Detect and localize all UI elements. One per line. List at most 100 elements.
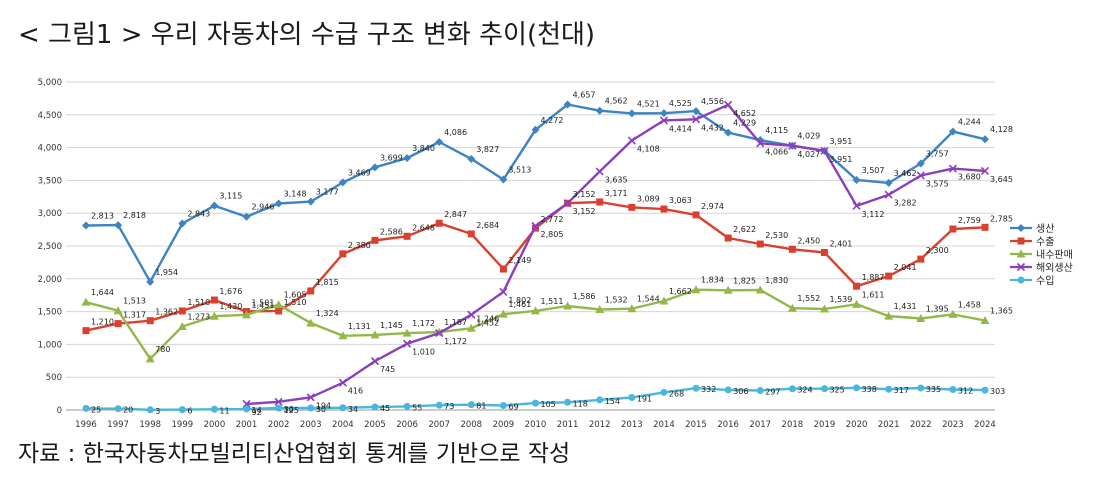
- data-point: [339, 250, 347, 258]
- data-label: 45: [380, 404, 390, 413]
- data-point: [1016, 262, 1026, 272]
- data-label: 69: [508, 402, 518, 411]
- data-point: [852, 201, 861, 210]
- data-point: [627, 136, 636, 145]
- data-point: [146, 317, 154, 325]
- data-label: 34: [348, 405, 358, 414]
- y-tick-label: 4,500: [38, 111, 62, 121]
- data-label: 81: [476, 402, 486, 411]
- data-point: [339, 404, 347, 412]
- data-label: 1,544: [637, 295, 660, 304]
- data-point: [853, 384, 861, 392]
- data-label: 2,149: [508, 256, 531, 265]
- data-point: [499, 265, 507, 273]
- data-point: [467, 310, 476, 319]
- data-label: 3,152: [573, 207, 596, 216]
- data-label: 3,575: [926, 179, 949, 188]
- data-label: 2,401: [829, 239, 852, 248]
- data-label: 1,834: [701, 276, 724, 285]
- data-point: [178, 219, 187, 228]
- data-label: 2,759: [958, 216, 981, 225]
- x-tick-label: 2002: [268, 420, 290, 430]
- data-label: 3,699: [380, 153, 403, 162]
- data-label: 4,027: [797, 150, 820, 159]
- x-tick-label: 2013: [621, 420, 643, 430]
- data-label: 2,622: [733, 225, 756, 234]
- data-point: [819, 304, 829, 313]
- data-label: 317: [894, 386, 909, 395]
- data-label: 3,645: [990, 175, 1013, 184]
- data-point: [114, 221, 123, 230]
- legend-label: 수입: [1036, 274, 1054, 287]
- data-label: 4,562: [605, 97, 628, 106]
- data-label: 1,644: [91, 288, 114, 297]
- data-point: [274, 300, 284, 309]
- data-point: [403, 339, 412, 348]
- data-label: 1,586: [573, 292, 596, 301]
- data-point: [499, 401, 507, 409]
- data-label: 1,887: [862, 273, 885, 282]
- y-tick-label: 0: [57, 406, 62, 416]
- data-label: 324: [797, 386, 812, 395]
- data-label: 2,300: [926, 246, 949, 255]
- data-label: 2,805: [541, 230, 564, 239]
- series-0: [82, 100, 989, 286]
- data-label: 3,469: [348, 168, 371, 177]
- data-label: 1,511: [541, 297, 564, 306]
- data-point: [338, 331, 348, 340]
- data-labels: 2,813 2,818 1,954 2,843 3,115 2,946 3,148 3,177…: [91, 91, 1013, 417]
- y-tick-label: 500: [46, 373, 62, 383]
- x-tick-label: 1999: [172, 420, 194, 430]
- data-point: [755, 285, 765, 294]
- data-label: 3,171: [605, 189, 628, 198]
- data-point: [531, 221, 540, 231]
- data-label: 3,112: [862, 210, 885, 219]
- data-label: 3,513: [508, 166, 531, 175]
- data-point: [306, 393, 315, 402]
- data-label: 2,818: [123, 211, 146, 220]
- data-point: [177, 321, 187, 330]
- x-tick-label: 2018: [782, 420, 804, 430]
- data-label: 1,187: [444, 318, 467, 327]
- x-tick-label: 1996: [75, 420, 97, 430]
- data-point: [788, 245, 796, 253]
- data-label: 3,757: [926, 150, 949, 159]
- data-point: [435, 329, 444, 338]
- data-point: [980, 315, 990, 324]
- data-label: 2,813: [91, 211, 114, 220]
- data-point: [595, 305, 605, 314]
- data-point: [306, 318, 316, 327]
- data-label: 1,172: [444, 337, 467, 346]
- data-point: [627, 304, 637, 313]
- data-label: 1,246: [476, 314, 499, 323]
- data-label: 325: [829, 386, 844, 395]
- data-label: 4,066: [765, 147, 788, 156]
- data-point: [564, 398, 572, 406]
- y-tick-label: 4,000: [38, 144, 62, 154]
- data-point: [275, 307, 283, 315]
- data-point: [724, 386, 732, 394]
- data-point: [1017, 237, 1025, 245]
- x-tick-label: 2016: [717, 420, 739, 430]
- data-point: [146, 277, 155, 286]
- chart-title: < 그림1 > 우리 자동차의 수급 구조 변화 추이(천대): [18, 20, 596, 50]
- data-label: 2,648: [412, 223, 435, 232]
- data-point: [210, 296, 218, 304]
- data-label: 3,507: [862, 166, 885, 175]
- x-tick-label: 2019: [814, 420, 836, 430]
- data-label: 4,029: [797, 132, 820, 141]
- data-label: 4,652: [733, 109, 756, 118]
- data-point: [820, 385, 828, 393]
- data-point: [917, 255, 925, 263]
- data-point: [756, 240, 764, 248]
- data-point: [659, 116, 668, 125]
- x-tick-label: 2014: [653, 420, 675, 430]
- y-tick-label: 1,500: [38, 308, 62, 318]
- x-tick-label: 2012: [589, 420, 611, 430]
- data-label: 303: [990, 387, 1005, 396]
- series-4: [82, 384, 989, 414]
- y-tick-label: 1,000: [38, 340, 62, 350]
- legend-label: 해외생산: [1036, 261, 1073, 274]
- data-label: 1,802: [508, 296, 531, 305]
- data-point: [627, 109, 636, 118]
